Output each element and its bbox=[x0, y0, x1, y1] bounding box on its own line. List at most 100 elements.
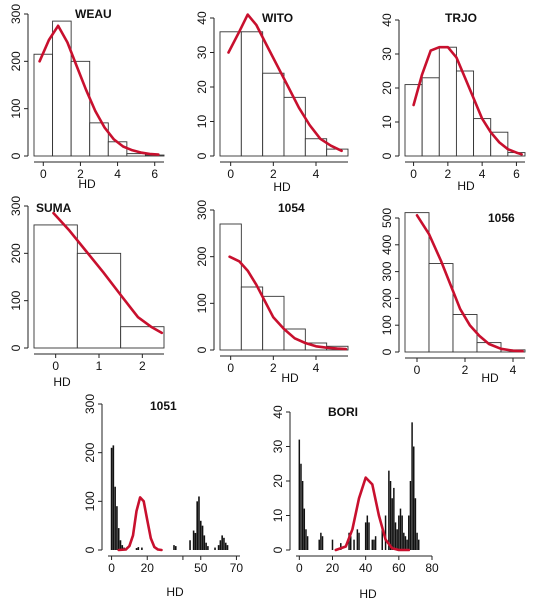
x-axis-label: HD bbox=[359, 587, 377, 601]
y-tick-label: 500 bbox=[380, 208, 394, 228]
x-axis-label: HD bbox=[457, 179, 475, 193]
histogram-spike bbox=[371, 539, 374, 550]
histogram-panel-wito: 0 10 20 30 40 0 2 4 WITO HD bbox=[195, 11, 349, 194]
y-tick-label: 400 bbox=[380, 234, 394, 254]
histogram-spike bbox=[349, 536, 352, 550]
histogram-spike bbox=[394, 522, 397, 550]
histogram-spike bbox=[409, 481, 412, 550]
histogram-bar bbox=[262, 72, 285, 157]
y-tick-label: 200 bbox=[9, 243, 23, 263]
x-tick-label: 0 bbox=[414, 363, 421, 377]
x-tick-label: 80 bbox=[425, 561, 439, 575]
histogram-bar bbox=[428, 263, 454, 353]
x-tick-label: 4 bbox=[114, 167, 121, 181]
histogram-spike bbox=[318, 539, 320, 550]
histogram-spike bbox=[112, 445, 115, 550]
y-tick-label: 0 bbox=[83, 546, 97, 553]
histogram-spike bbox=[226, 545, 229, 550]
histogram-spike bbox=[368, 522, 370, 550]
y-tick-label: 300 bbox=[83, 394, 97, 414]
histogram-bar bbox=[107, 141, 128, 157]
histogram-spike bbox=[358, 532, 360, 550]
y-tick-label: 100 bbox=[195, 293, 209, 313]
histogram-spike bbox=[298, 439, 301, 550]
histogram-spike bbox=[396, 529, 398, 550]
histogram-panel-weau: 0 100 200 300 0 2 4 6 WEAU HD bbox=[9, 4, 165, 191]
histogram-spike bbox=[201, 525, 204, 550]
fit-curve bbox=[227, 13, 343, 153]
x-tick-label: 2 bbox=[139, 359, 146, 373]
histogram-panel-1056: 0 100 200 300 400 500 0 2 4 1056 HD bbox=[380, 208, 526, 385]
x-tick-label: 0 bbox=[410, 167, 417, 181]
histogram-spike bbox=[403, 532, 405, 550]
histogram-bar bbox=[219, 223, 242, 351]
y-tick-label: 0 bbox=[9, 152, 23, 159]
histogram-spike bbox=[331, 539, 334, 550]
y-tick-label: 100 bbox=[9, 290, 23, 310]
x-tick-label: 0 bbox=[227, 361, 234, 375]
histogram-spike bbox=[391, 498, 393, 550]
histogram-spike bbox=[356, 529, 359, 550]
histogram-spike bbox=[135, 548, 138, 550]
histogram-panel-suma: 0 100 200 300 0 1 2 SUMA HD bbox=[9, 196, 165, 389]
x-tick-label: 50 bbox=[194, 561, 208, 575]
fit-curve bbox=[117, 496, 163, 552]
panel-title: SUMA bbox=[36, 201, 72, 215]
histogram-bar bbox=[33, 224, 78, 349]
x-tick-label: 2 bbox=[270, 167, 277, 181]
y-tick-label: 30 bbox=[195, 46, 209, 60]
fit-curve bbox=[334, 476, 411, 552]
panel-title: BORI bbox=[328, 405, 358, 419]
histogram-spike bbox=[364, 522, 367, 550]
histogram-spike bbox=[196, 501, 198, 550]
y-tick-label: 300 bbox=[9, 196, 23, 216]
y-tick-label: 20 bbox=[195, 80, 209, 94]
x-axis-label: HD bbox=[281, 371, 299, 385]
x-axis-label: HD bbox=[78, 177, 96, 191]
histogram-spike bbox=[393, 487, 395, 550]
histogram-spike bbox=[301, 481, 304, 550]
histogram-bar bbox=[52, 20, 72, 157]
histogram-bar bbox=[283, 96, 306, 157]
fit-curve bbox=[52, 211, 164, 335]
x-tick-label: 0 bbox=[227, 167, 234, 181]
x-axis-label: HD bbox=[53, 375, 71, 389]
panel-title: 1054 bbox=[278, 201, 305, 215]
fit-curve bbox=[38, 24, 160, 156]
histogram-spike bbox=[198, 496, 200, 550]
x-tick-label: 2 bbox=[270, 361, 277, 375]
histogram-panel-bori: 0 10 20 30 40 0 20 40 60 80 BORI HD bbox=[271, 405, 439, 601]
histogram-spike bbox=[207, 546, 209, 550]
panel-title: TRJO bbox=[445, 11, 477, 25]
histogram-spike bbox=[117, 528, 120, 550]
y-tick-label: 30 bbox=[380, 47, 394, 61]
histogram-spike bbox=[203, 535, 206, 550]
histogram-spike bbox=[384, 515, 387, 550]
histogram-bar bbox=[404, 84, 423, 157]
histogram-spike bbox=[214, 547, 216, 550]
histogram-spike bbox=[305, 529, 307, 550]
histogram-spike bbox=[110, 447, 113, 550]
y-tick-label: 300 bbox=[380, 261, 394, 281]
histogram-bar bbox=[404, 212, 430, 353]
fit-curve bbox=[412, 45, 523, 156]
x-tick-label: 6 bbox=[513, 167, 520, 181]
y-tick-label: 0 bbox=[271, 546, 285, 553]
y-tick-label: 100 bbox=[83, 491, 97, 511]
y-tick-label: 200 bbox=[83, 442, 97, 462]
histogram-spike bbox=[223, 537, 225, 550]
histogram-bar bbox=[438, 46, 457, 157]
y-tick-label: 300 bbox=[195, 200, 209, 220]
x-tick-label: 4 bbox=[313, 361, 320, 375]
histogram-spike bbox=[217, 545, 220, 550]
histogram-spike bbox=[398, 515, 400, 550]
histogram-spike bbox=[321, 536, 324, 550]
histogram-spike bbox=[399, 508, 402, 550]
histogram-spike bbox=[401, 515, 403, 550]
histogram-spike bbox=[416, 532, 418, 550]
histogram-spike bbox=[417, 539, 420, 550]
y-tick-label: 30 bbox=[271, 440, 285, 454]
histogram-bar bbox=[455, 70, 475, 157]
histogram-spike bbox=[340, 543, 342, 550]
